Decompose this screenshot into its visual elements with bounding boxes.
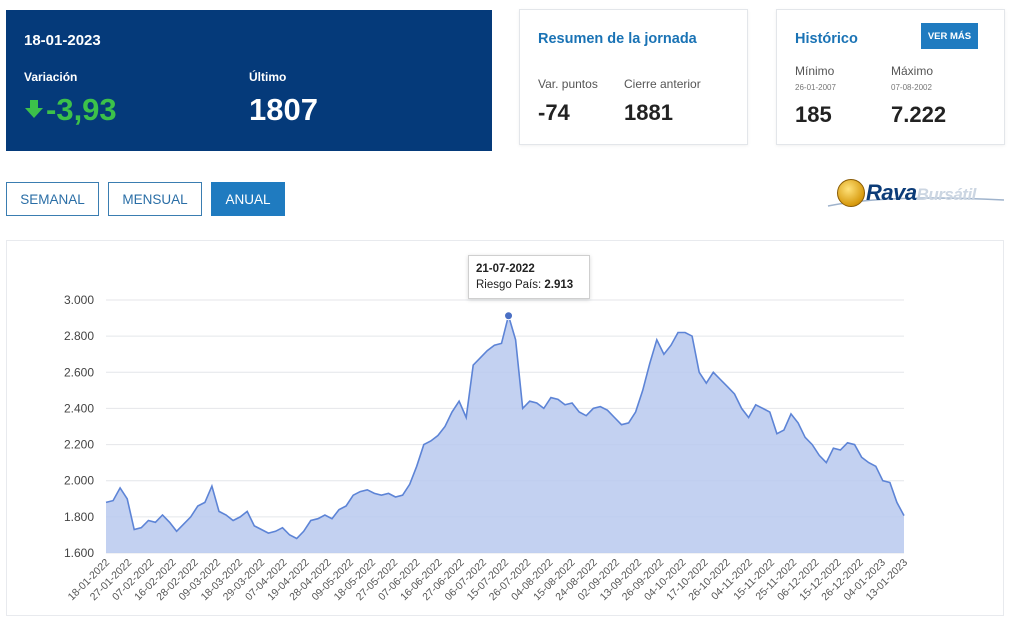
tooltip-date: 21-07-2022 — [476, 263, 535, 275]
history-title: Histórico — [795, 31, 858, 47]
prev-close-value: 1881 — [624, 100, 673, 125]
summary-card: 18-01-2023 Variación Último -3,93 1807 — [6, 10, 492, 151]
variation-value: -3,93 — [24, 92, 117, 128]
coin-icon — [837, 179, 865, 207]
logo-text: RavaBursátil — [866, 180, 976, 206]
y-tick-label: 2.200 — [64, 438, 94, 452]
min-label: Mínimo — [795, 64, 835, 78]
arrow-down-icon — [24, 92, 44, 128]
day-summary-title: Resumen de la jornada — [538, 31, 697, 47]
tooltip-label: Riesgo País: — [476, 279, 542, 291]
variation-number: -3,93 — [46, 92, 117, 127]
y-tick-label: 2.400 — [64, 401, 94, 415]
y-tick-label: 3.000 — [64, 293, 94, 307]
max-label: Máximo — [891, 64, 934, 78]
rava-logo: RavaBursátil — [826, 176, 1008, 212]
logo-sub: Bursátil — [916, 185, 977, 204]
tab-semanal[interactable]: SEMANAL — [6, 182, 99, 216]
tooltip-line: Riesgo País: 2.913 — [476, 277, 582, 293]
prev-close-label: Cierre anterior — [624, 77, 701, 91]
last-value: 1807 — [249, 92, 318, 127]
y-tick-label: 2.800 — [64, 329, 94, 343]
min-date: 26-01-2007 — [795, 83, 836, 92]
y-tick-label: 2.600 — [64, 365, 94, 379]
logo-brand: Rava — [866, 180, 917, 205]
chart-tooltip: 21-07-2022 Riesgo País: 2.913 — [468, 255, 590, 299]
series-line — [105, 312, 905, 540]
points-label: Var. puntos — [538, 77, 598, 91]
y-tick-label: 2.000 — [64, 474, 94, 488]
summary-date: 18-01-2023 — [24, 32, 101, 49]
day-summary-card: Resumen de la jornada Var. puntos Cierre… — [519, 9, 748, 145]
highlight-point — [504, 311, 514, 321]
tooltip-value: 2.913 — [544, 279, 574, 291]
points-value: -74 — [538, 100, 570, 125]
last-label: Último — [249, 70, 287, 84]
tab-mensual[interactable]: MENSUAL — [108, 182, 202, 216]
see-more-button[interactable]: VER MÁS — [921, 23, 978, 49]
min-value: 185 — [795, 102, 832, 127]
history-card: Histórico VER MÁS Mínimo Máximo 26-01-20… — [776, 9, 1005, 145]
y-tick-label: 1.600 — [64, 546, 94, 560]
series-area — [106, 315, 904, 553]
y-tick-label: 1.800 — [64, 510, 94, 524]
variation-label: Variación — [24, 70, 78, 84]
max-date: 07-08-2002 — [891, 83, 932, 92]
tab-anual[interactable]: ANUAL — [211, 182, 285, 216]
max-value: 7.222 — [891, 102, 947, 127]
